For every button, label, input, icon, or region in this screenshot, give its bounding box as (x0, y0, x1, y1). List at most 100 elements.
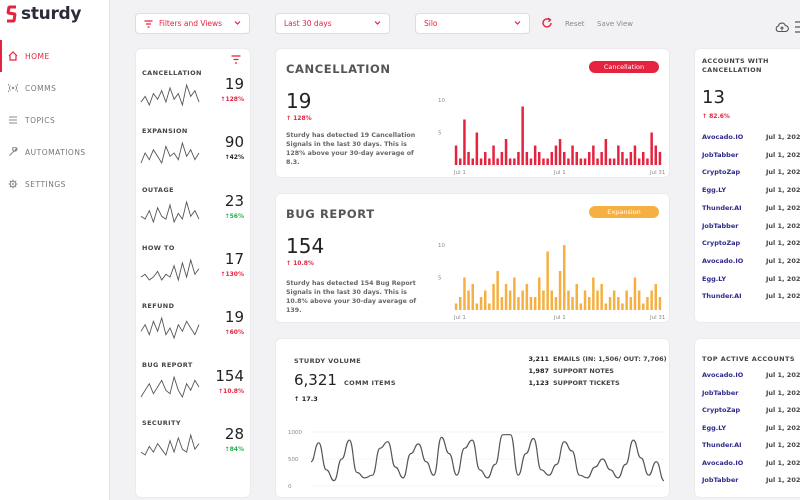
account-row[interactable]: Thunder.AI Jul 1, 202 (702, 204, 800, 222)
account-name[interactable]: Avocado.IO (702, 458, 744, 467)
account-date: Jul 1, 202 (766, 133, 800, 141)
bar (658, 297, 662, 310)
bug-report-card[interactable]: BUG REPORT Expansion 154 ↑ 10.8% Sturdy … (275, 193, 670, 323)
bar (484, 152, 487, 165)
account-row[interactable]: JobTabber Jul 1, 202 (702, 476, 800, 494)
account-name[interactable]: JobTabber (702, 388, 739, 397)
logo[interactable]: sturdy (6, 4, 81, 24)
accounts-change-value: 82.6% (709, 113, 730, 120)
bar (583, 158, 587, 165)
metric-row[interactable]: REFUND 19 ↑60% (136, 300, 248, 358)
account-row[interactable]: JobTabber Jul 1, 202 (702, 389, 800, 407)
menu-edge-icon[interactable] (795, 20, 800, 34)
bar (617, 297, 620, 310)
bar (554, 297, 558, 310)
bar (467, 290, 470, 310)
bar (475, 303, 479, 310)
account-row[interactable]: Avocado.IO Jul 1, 202 (702, 133, 800, 151)
accounts-title: ACCOUNTS WITH CANCELLATION (702, 57, 769, 74)
metric-row[interactable]: EXPANSION 90 ↑42% (136, 125, 248, 183)
bar (646, 158, 649, 165)
metric-row[interactable]: HOW TO 17 ↑130% (136, 242, 248, 300)
bar (637, 290, 641, 310)
account-name[interactable]: Thunder.AI (702, 292, 742, 301)
bar (650, 132, 653, 165)
account-name[interactable]: Avocado.IO (702, 133, 744, 141)
metric-row[interactable]: BUG REPORT 154 ↑10.8% (136, 359, 248, 417)
save-view-link[interactable]: Save View (597, 20, 634, 28)
account-name[interactable]: CryptoZap (702, 168, 741, 177)
account-row[interactable]: CryptoZap Jul 1, 202 (702, 406, 800, 424)
account-name[interactable]: JobTabber (702, 150, 739, 159)
account-row[interactable]: CryptoZap Jul 1, 202 (702, 239, 800, 257)
account-row[interactable]: CryptoZap Jul 1, 202 (702, 168, 800, 186)
account-row[interactable]: Avocado.IO Jul 1, 202 (702, 459, 800, 477)
account-row[interactable]: Avocado.IO Jul 1, 202 (702, 371, 800, 389)
refresh-icon[interactable] (541, 17, 553, 29)
up-arrow-icon: ↑ (220, 270, 226, 278)
bar (504, 139, 508, 165)
account-row[interactable]: Egg.LY Jul 1, 202 (702, 186, 800, 204)
bar (554, 145, 558, 165)
bar (563, 152, 566, 165)
account-name[interactable]: JobTabber (702, 221, 739, 230)
account-row[interactable]: Thunder.AI Jul 1, 202 (702, 292, 800, 310)
nav-item-settings[interactable]: SETTINGS (0, 168, 110, 200)
filter-icon[interactable] (231, 55, 241, 64)
nav-item-automations[interactable]: AUTOMATIONS (0, 136, 110, 168)
metric-value: 19 (224, 75, 244, 93)
metric-row[interactable]: SECURITY 28 ↑84% (136, 417, 248, 475)
account-date: Jul 1, 202 (766, 221, 800, 230)
metric-label: REFUND (142, 302, 175, 311)
nav-item-comms[interactable]: COMMS (0, 72, 110, 104)
bar (525, 284, 529, 310)
account-name[interactable]: Avocado.IO (702, 371, 744, 379)
bar (571, 297, 574, 310)
account-date: Jul 1, 202 (766, 186, 800, 195)
account-name[interactable]: Egg.LY (702, 186, 727, 195)
expansion-pill[interactable]: Expansion (589, 206, 659, 218)
account-row[interactable]: Egg.LY Jul 1, 202 (702, 275, 800, 293)
sparkline-path (140, 83, 200, 107)
account-row[interactable]: Egg.LY Jul 1, 202 (702, 424, 800, 442)
sparkline-path (140, 258, 200, 282)
cancellation-card[interactable]: CANCELLATION Cancellation 19 ↑ 128% Stur… (275, 48, 670, 178)
account-name[interactable]: CryptoZap (702, 406, 741, 414)
metric-row[interactable]: CANCELLATION 19 ↑128% (136, 67, 248, 125)
card-description: Sturdy has detected 154 Bug Report Signa… (286, 280, 417, 314)
up-arrow-icon: ↑ (224, 329, 230, 337)
cloud-upload-icon[interactable] (775, 22, 789, 33)
bar (592, 145, 595, 165)
account-name[interactable]: Thunder.AI (702, 441, 742, 449)
up-arrow-icon: ↑ (224, 445, 230, 453)
account-row[interactable]: Thunder.AI Jul 1, 202 (702, 441, 800, 459)
account-name[interactable]: Thunder.AI (702, 203, 742, 212)
nav-item-home[interactable]: HOME (0, 40, 110, 72)
nav-item-topics[interactable]: TOPICS (0, 104, 110, 136)
account-row[interactable]: JobTabber Jul 1, 202 (702, 151, 800, 169)
x-tick-label: Jul 1 (553, 315, 566, 321)
bar (642, 303, 645, 310)
volume-card: STURDY VOLUME 6,321 COMM ITEMS ↑ 17.3 3,… (275, 338, 670, 498)
silo-dropdown[interactable]: Silo (415, 13, 530, 34)
card-description: Sturdy has detected 19 Cancellation Sign… (286, 132, 416, 166)
account-name[interactable]: Egg.LY (702, 274, 727, 283)
nav-label: TOPICS (25, 115, 56, 125)
reset-link[interactable]: Reset (565, 20, 585, 28)
filters-dropdown[interactable]: Filters and Views (135, 13, 250, 34)
metric-sparkline (140, 83, 200, 107)
account-row[interactable]: Avocado.IO Jul 1, 202 (702, 257, 800, 275)
account-row[interactable]: JobTabber Jul 1, 202 (702, 222, 800, 240)
bar (542, 290, 545, 310)
account-name[interactable]: JobTabber (702, 476, 739, 484)
bar (496, 158, 499, 165)
cancellation-pill[interactable]: Cancellation (589, 61, 659, 73)
account-name[interactable]: CryptoZap (702, 239, 741, 248)
account-name[interactable]: Avocado.IO (702, 256, 744, 265)
metric-value: 23 (224, 191, 244, 210)
date-range-dropdown[interactable]: Last 30 days (275, 13, 390, 34)
y-tick-label: 0 (288, 484, 292, 490)
metric-row[interactable]: OUTAGE 23 ↑56% (136, 184, 248, 242)
account-name[interactable]: Egg.LY (702, 423, 727, 432)
chevron-down-icon (374, 21, 381, 25)
